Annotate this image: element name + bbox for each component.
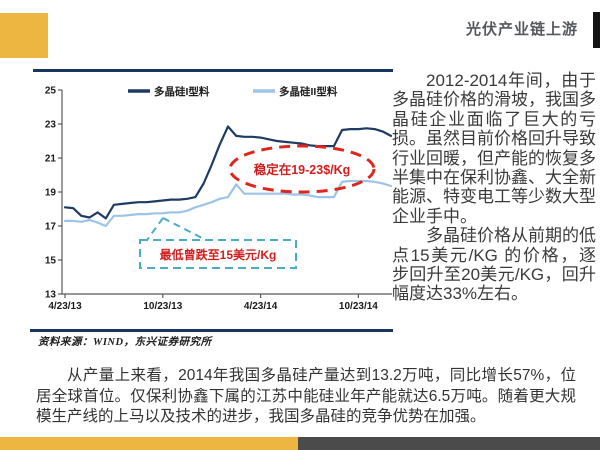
svg-text:13: 13	[45, 290, 57, 301]
callout-label: 最低曾跌至15美元/Kg	[160, 247, 277, 262]
callout-pointer	[146, 217, 207, 241]
svg-text:10/23/13: 10/23/13	[143, 301, 182, 312]
svg-text:21: 21	[45, 154, 57, 165]
commentary-paragraph-2: 多晶硅价格从前期的低点15美元/KG 的价格，逐步回升至20美元/KG，回升幅度…	[392, 226, 596, 304]
svg-text:25: 25	[45, 86, 57, 97]
footer-bar-dark	[298, 437, 600, 450]
svg-text:19: 19	[45, 188, 57, 199]
svg-text:多晶硅II型料: 多晶硅II型料	[279, 85, 338, 98]
chart-canvas: 25 23 21 19 17 15 134/23/13 10/23/13 4/23/14 10/2…	[45, 85, 393, 312]
svg-text:15: 15	[45, 256, 57, 267]
ellipse-annotation	[228, 144, 376, 194]
edge-bar	[593, 12, 600, 48]
svg-text:4/23/14: 4/23/14	[244, 301, 278, 312]
chart-bottom-border	[30, 329, 393, 332]
svg-text:17: 17	[45, 222, 57, 233]
svg-text:4/23/13: 4/23/13	[48, 301, 82, 312]
callout-box	[139, 239, 297, 269]
source-line: 资料来源：WIND，东兴证券研究所	[38, 337, 212, 348]
slide-title: 光伏产业链上游	[465, 21, 578, 38]
svg-text:多晶硅I型料: 多晶硅I型料	[154, 85, 210, 98]
accent-square	[0, 13, 48, 58]
price-chart: 25 23 21 19 17 15 13 4/23/13 10/23/13 4/23/14 10/2…	[30, 68, 393, 326]
svg-text:23: 23	[45, 120, 57, 131]
bottom-paragraph: 从产量上来看，2014年我国多晶硅产量达到13.2万吨，同比增长57%，位居全球…	[36, 367, 576, 425]
bottom-paragraph-block: 从产量上来看，2014年我国多晶硅产量达到13.2万吨，同比增长57%，位居全球…	[36, 366, 576, 428]
commentary-paragraph-1: 2012-2014年间，由于多晶硅价格的滑坡，我国多晶硅企业面临了巨大的亏损。虽…	[392, 71, 596, 226]
commentary-column: 2012-2014年间，由于多晶硅价格的滑坡，我国多晶硅企业面临了巨大的亏损。虽…	[392, 71, 596, 304]
svg-text:10/23/14: 10/23/14	[339, 301, 378, 312]
ellipse-label: 稳定在19-23$/Kg	[254, 162, 351, 177]
footer-bar-yellow	[0, 437, 298, 450]
chart-top-border	[33, 69, 393, 72]
